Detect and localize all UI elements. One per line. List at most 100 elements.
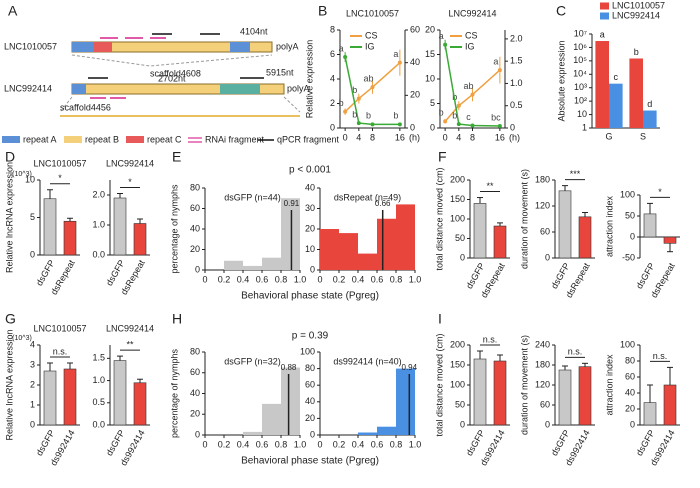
point xyxy=(497,68,502,73)
chart-title: dsGFP (n=44) xyxy=(224,192,281,202)
significance-letter: c xyxy=(614,72,619,82)
y-axis-label: total distance moved (cm) xyxy=(434,333,444,436)
bar xyxy=(493,360,507,426)
length-label: 4104nt xyxy=(240,26,268,36)
y-tick-label: 60 xyxy=(305,380,315,390)
panel-letter: H xyxy=(172,311,182,327)
y-tick-label: 0.5 xyxy=(92,397,105,407)
histogram-bar xyxy=(339,233,358,270)
bar xyxy=(643,402,657,426)
y-tick-label: 20 xyxy=(190,409,200,419)
panel-letter: G xyxy=(5,311,16,327)
x-tick-label: 0.2 xyxy=(333,439,346,449)
legend-label: repeat B xyxy=(85,134,119,144)
bar xyxy=(43,198,57,256)
x-tick-label: 0.6 xyxy=(256,274,269,284)
histogram-bar xyxy=(262,257,281,270)
panel-letter: E xyxy=(172,149,181,165)
bar xyxy=(133,223,147,256)
significance-letter: a xyxy=(339,43,344,53)
y-tick-label: 10 xyxy=(305,244,315,254)
y-tick-label: 80 xyxy=(305,363,315,373)
point xyxy=(470,92,475,97)
significance-label: ** xyxy=(126,339,134,349)
bar xyxy=(578,366,592,426)
y-tick-label: 100 xyxy=(620,189,635,199)
bar xyxy=(133,382,147,426)
point xyxy=(370,122,375,127)
histogram-bar xyxy=(377,426,396,435)
y-tick-label: 120 xyxy=(535,200,550,210)
x-tick-label: 0.8 xyxy=(390,439,403,449)
median-label: 0.91 xyxy=(284,199,300,208)
x-tick-label: 1.0 xyxy=(294,439,307,449)
bar xyxy=(493,225,507,259)
y-axis-label: Relative expression xyxy=(304,40,314,119)
bar xyxy=(629,58,643,128)
repeat-block xyxy=(72,42,94,52)
scaffold-link xyxy=(71,54,273,67)
significance-label: n.s. xyxy=(53,346,68,356)
histogram-bar xyxy=(320,229,339,270)
y-tick-label: 60 xyxy=(190,203,200,213)
x-tick-label: 0.2 xyxy=(218,274,231,284)
y-tick-label: 100 xyxy=(450,379,465,389)
significance-letter: c xyxy=(466,112,471,122)
transcript-name: LNC1010057 xyxy=(4,41,57,51)
y-tick-label: 100 xyxy=(620,339,635,349)
annotation: (10^3) xyxy=(12,335,32,342)
legend-swatch xyxy=(600,12,609,20)
scaffold-link xyxy=(59,96,301,113)
median-label: 0.88 xyxy=(281,363,297,372)
y-tick-label: 100 xyxy=(300,346,315,356)
length-label: 2702nt xyxy=(158,73,186,83)
significance-letter: ab xyxy=(363,74,373,84)
x-axis-label: Behavioral phase state (Pgreg) xyxy=(241,456,379,467)
y-tick-label: 1 xyxy=(582,122,587,132)
repeat-block xyxy=(230,42,250,52)
y-tick-label: 20 xyxy=(305,413,315,423)
y-axis-label: percentage of nymphs xyxy=(169,184,179,274)
point xyxy=(443,119,448,124)
y-tick-label: 15 xyxy=(425,49,435,59)
histogram-bar xyxy=(358,432,377,435)
bar xyxy=(113,360,127,426)
bar xyxy=(663,384,677,426)
y-tick-label: 80 xyxy=(190,346,200,356)
y-tick-label: 0 xyxy=(310,429,315,439)
x-tick-label: 0.6 xyxy=(371,439,384,449)
legend-label: CS xyxy=(365,30,378,40)
y-tick-label: 10⁵ xyxy=(573,55,587,65)
point xyxy=(343,54,348,59)
y-tick-label: 40 xyxy=(305,182,315,192)
y-tick-label: 60 xyxy=(540,399,550,409)
significance-letter: a xyxy=(393,49,398,59)
y-axis-label: Absolute expression xyxy=(556,40,566,121)
legend-label: LNC1010057 xyxy=(612,0,665,10)
significance-label: n.s. xyxy=(653,351,668,361)
significance-letter: b xyxy=(352,109,357,119)
y-tick-label: 1.0 xyxy=(510,78,523,88)
y-tick-label: 0 xyxy=(460,419,465,429)
y-axis-label: attraction index xyxy=(604,195,614,257)
point xyxy=(443,42,448,47)
median-label: 0.66 xyxy=(375,199,391,208)
x-tick-label: 4 xyxy=(356,132,361,142)
legend-label: LNC992414 xyxy=(612,10,660,20)
chart-title: dsGFP (n=32) xyxy=(224,356,281,366)
annotation: (10^3) xyxy=(12,171,32,178)
y-tick-label: 40 xyxy=(190,388,200,398)
y-tick-label: 20 xyxy=(625,403,635,413)
y-tick-label: 40 xyxy=(305,396,315,406)
annotation: p = 0.39 xyxy=(292,331,329,342)
legend-swatch xyxy=(64,136,82,143)
y-tick-label: 0 xyxy=(430,122,435,132)
y-tick-label: 0 xyxy=(630,419,635,429)
y-tick-label: 5 xyxy=(30,212,35,222)
y-tick-label: 10⁶ xyxy=(573,42,587,52)
y-tick-label: 10² xyxy=(574,96,587,106)
point xyxy=(356,96,361,101)
y-tick-label: 40 xyxy=(410,57,420,67)
histogram-bar xyxy=(262,403,281,435)
point xyxy=(356,121,361,126)
